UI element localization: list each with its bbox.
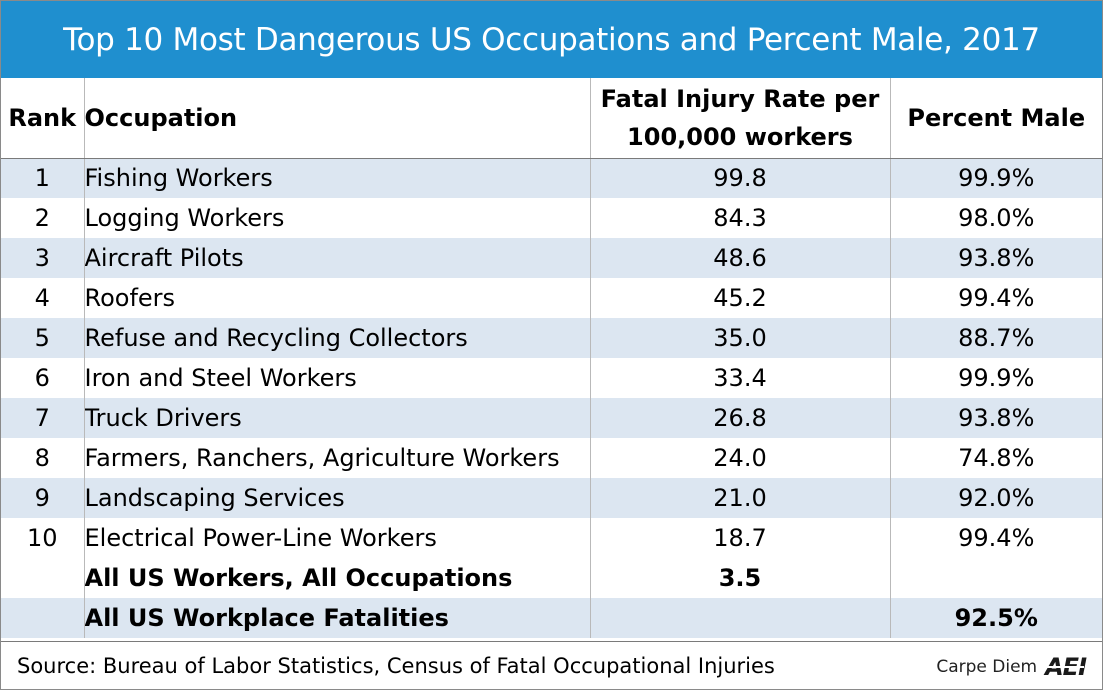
percent-male-cell — [890, 558, 1102, 598]
rank-cell: 8 — [1, 438, 85, 478]
source-note: Source: Bureau of Labor Statistics, Cens… — [17, 654, 775, 678]
rank-cell: 7 — [1, 398, 85, 438]
rank-cell — [1, 558, 85, 598]
fatal-rate-cell: 99.8 — [590, 158, 891, 198]
rank-cell — [1, 598, 85, 638]
table-row: 7 Truck Drivers 26.8 93.8% — [1, 398, 1102, 438]
percent-male-cell: 98.0% — [958, 204, 1035, 232]
occupation-cell: Landscaping Services — [84, 478, 591, 518]
table-row: 3 Aircraft Pilots 48.6 93.8% — [1, 238, 1102, 278]
percent-male-cell: 93.8% — [958, 244, 1035, 272]
table-title: Top 10 Most Dangerous US Occupations and… — [1, 1, 1102, 78]
credit: Carpe Diem AEI — [936, 653, 1087, 681]
table-row: 9 Landscaping Services 21.0 92.0% — [1, 478, 1102, 518]
occupation-cell: Aircraft Pilots — [84, 238, 591, 278]
occupation-cell: Truck Drivers — [84, 398, 591, 438]
fatal-rate-cell: 45.2 — [590, 278, 891, 318]
header-row: Rank Occupation Fatal Injury Rate per 100… — [1, 78, 1102, 159]
percent-male-cell: 74.8% — [958, 444, 1035, 472]
table-row: 2 Logging Workers 84.3 98.0% — [1, 198, 1102, 238]
occupation-header: Occupation — [84, 78, 591, 159]
rank-header: Rank — [1, 78, 85, 159]
table-row: 4 Roofers 45.2 99.4% — [1, 278, 1102, 318]
percent-male-cell: 93.8% — [958, 404, 1035, 432]
rank-cell: 10 — [1, 518, 85, 558]
occupation-cell: Logging Workers — [84, 198, 591, 238]
occupation-cell: Iron and Steel Workers — [84, 358, 591, 398]
occupation-cell: Refuse and Recycling Collectors — [84, 318, 591, 358]
footer: Source: Bureau of Labor Statistics, Cens… — [1, 641, 1102, 690]
fatal-rate-cell: 24.0 — [590, 438, 891, 478]
occupation-cell: All US Workers, All Occupations — [84, 558, 591, 598]
summary-row: All US Workers, All Occupations 3.5 — [1, 558, 1102, 598]
aei-logo: AEI — [1045, 653, 1087, 681]
rank-cell: 5 — [1, 318, 85, 358]
table-row: 6 Iron and Steel Workers 33.4 99.9% — [1, 358, 1102, 398]
rank-cell: 2 — [1, 198, 85, 238]
percent-male-cell: 99.4% — [958, 524, 1035, 552]
fatal-rate-cell: 33.4 — [590, 358, 891, 398]
occupations-table: Rank Occupation Fatal Injury Rate per 100… — [1, 78, 1102, 638]
occupation-cell: Farmers, Ranchers, Agriculture Workers — [84, 438, 591, 478]
occupation-cell: All US Workplace Fatalities — [84, 598, 591, 638]
fatal-rate-cell: 18.7 — [590, 518, 891, 558]
occupation-cell: Fishing Workers — [84, 158, 591, 198]
fatal-rate-cell: 3.5 — [590, 558, 891, 598]
percent-male-cell: 88.7% — [958, 324, 1035, 352]
percent-male-header: Percent Male — [890, 78, 1102, 159]
occupation-cell: Roofers — [84, 278, 591, 318]
rank-cell: 9 — [1, 478, 85, 518]
table-row: 10 Electrical Power-Line Workers 18.7 99.4% — [1, 518, 1102, 558]
occupation-cell: Electrical Power-Line Workers — [84, 518, 591, 558]
fatal-rate-cell: 35.0 — [590, 318, 891, 358]
fatal-rate-cell: 21.0 — [590, 478, 891, 518]
rank-cell: 1 — [1, 158, 85, 198]
table-row: 5 Refuse and Recycling Collectors 35.0 88.7… — [1, 318, 1102, 358]
percent-male-cell: 99.9% — [958, 164, 1035, 193]
percent-male-cell: 99.9% — [958, 364, 1035, 392]
fatal-rate-cell: 84.3 — [590, 198, 891, 238]
table-row: 1 Fishing Workers 99.8 99.9% — [1, 158, 1102, 198]
fatal-rate-header: Fatal Injury Rate per 100,000 workers — [590, 78, 891, 159]
percent-male-cell: 99.4% — [958, 284, 1035, 312]
fatal-rate-header-line2: 100,000 workers — [627, 122, 853, 151]
rank-cell: 4 — [1, 278, 85, 318]
fatal-rate-cell: 26.8 — [590, 398, 891, 438]
summary-row: All US Workplace Fatalities 92.5% — [1, 598, 1102, 638]
credit-text: Carpe Diem — [936, 657, 1038, 677]
fatal-rate-header-line1: Fatal Injury Rate per — [600, 84, 880, 113]
fatal-rate-cell: 48.6 — [590, 238, 891, 278]
rank-cell: 3 — [1, 238, 85, 278]
table-row: 8 Farmers, Ranchers, Agriculture Workers 2… — [1, 438, 1102, 478]
percent-male-cell: 92.5% — [954, 604, 1038, 632]
rank-cell: 6 — [1, 358, 85, 398]
fatal-rate-cell — [590, 598, 891, 638]
percent-male-cell: 92.0% — [958, 484, 1035, 512]
